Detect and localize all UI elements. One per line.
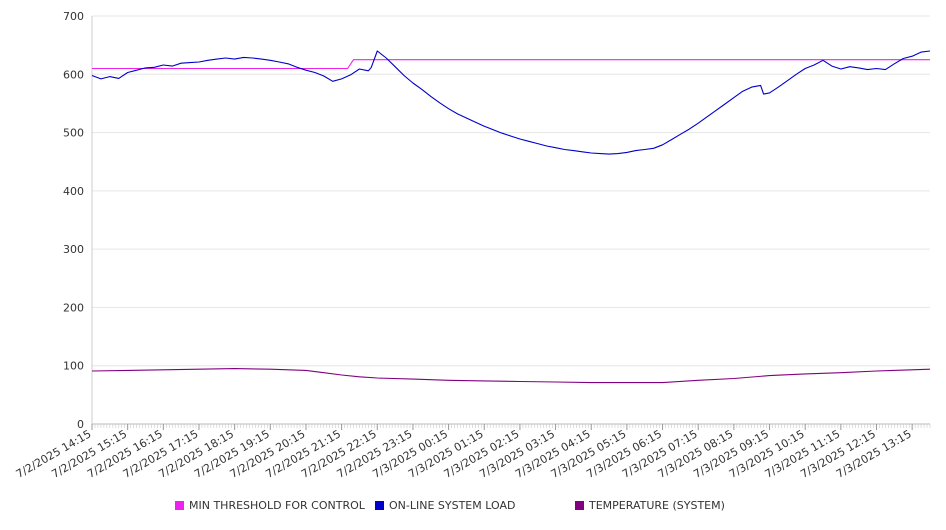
chart-legend: MIN THRESHOLD FOR CONTROL ON-LINE SYSTEM… (0, 495, 946, 517)
series-lines (91, 50, 931, 384)
legend-label-system-load: ON-LINE SYSTEM LOAD (389, 499, 516, 512)
grid-lines (92, 15, 930, 367)
y-tick-label-400: 400 (63, 185, 84, 198)
y-tick-label-700: 700 (63, 10, 84, 23)
y-tick-label-100: 100 (63, 360, 84, 373)
legend-swatch-min-threshold (175, 501, 184, 510)
y-tick-label-600: 600 (63, 68, 84, 81)
legend-label-temperature: TEMPERATURE (SYSTEM) (589, 499, 725, 512)
y-tick-label-0: 0 (77, 418, 84, 431)
y-tick-labels: 0 100 200 300 400 500 600 700 (63, 10, 84, 431)
series-line-temperature (91, 368, 931, 384)
legend-label-min-threshold: MIN THRESHOLD FOR CONTROL (189, 499, 365, 512)
legend-item-min-threshold[interactable]: MIN THRESHOLD FOR CONTROL (175, 499, 365, 512)
axes (91, 16, 931, 430)
legend-item-temperature[interactable]: TEMPERATURE (SYSTEM) (575, 499, 725, 512)
y-tick-label-200: 200 (63, 301, 84, 314)
y-tick-label-300: 300 (63, 243, 84, 256)
legend-item-system-load[interactable]: ON-LINE SYSTEM LOAD (375, 499, 515, 512)
legend-swatch-system-load (375, 501, 384, 510)
series-line-system-load (91, 50, 931, 155)
y-tick-label-500: 500 (63, 127, 84, 140)
series-line-min-threshold (92, 59, 930, 70)
x-tick-labels: 7/2/2025 14:157/2/2025 15:157/2/2025 16:… (14, 427, 914, 481)
legend-swatch-temperature (575, 501, 584, 510)
